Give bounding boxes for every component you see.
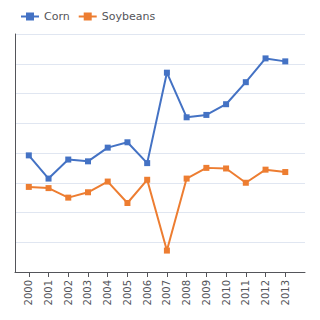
svg-text:2003: 2003 <box>82 280 93 305</box>
svg-text:2006: 2006 <box>142 280 153 305</box>
svg-text:2008: 2008 <box>181 280 192 305</box>
svg-text:Soybeans: Soybeans <box>102 10 156 23</box>
svg-text:2007: 2007 <box>161 280 172 305</box>
svg-text:Corn: Corn <box>44 10 70 23</box>
svg-text:2001: 2001 <box>43 280 54 305</box>
svg-text:2011: 2011 <box>240 280 251 305</box>
svg-text:2012: 2012 <box>260 280 271 305</box>
svg-text:2002: 2002 <box>63 280 74 305</box>
svg-text:2005: 2005 <box>122 280 133 305</box>
svg-text:2004: 2004 <box>102 280 113 305</box>
svg-text:2000: 2000 <box>23 280 34 305</box>
svg-text:2013: 2013 <box>280 280 291 305</box>
svg-text:2009: 2009 <box>201 280 212 305</box>
svg-text:2010: 2010 <box>221 280 232 305</box>
